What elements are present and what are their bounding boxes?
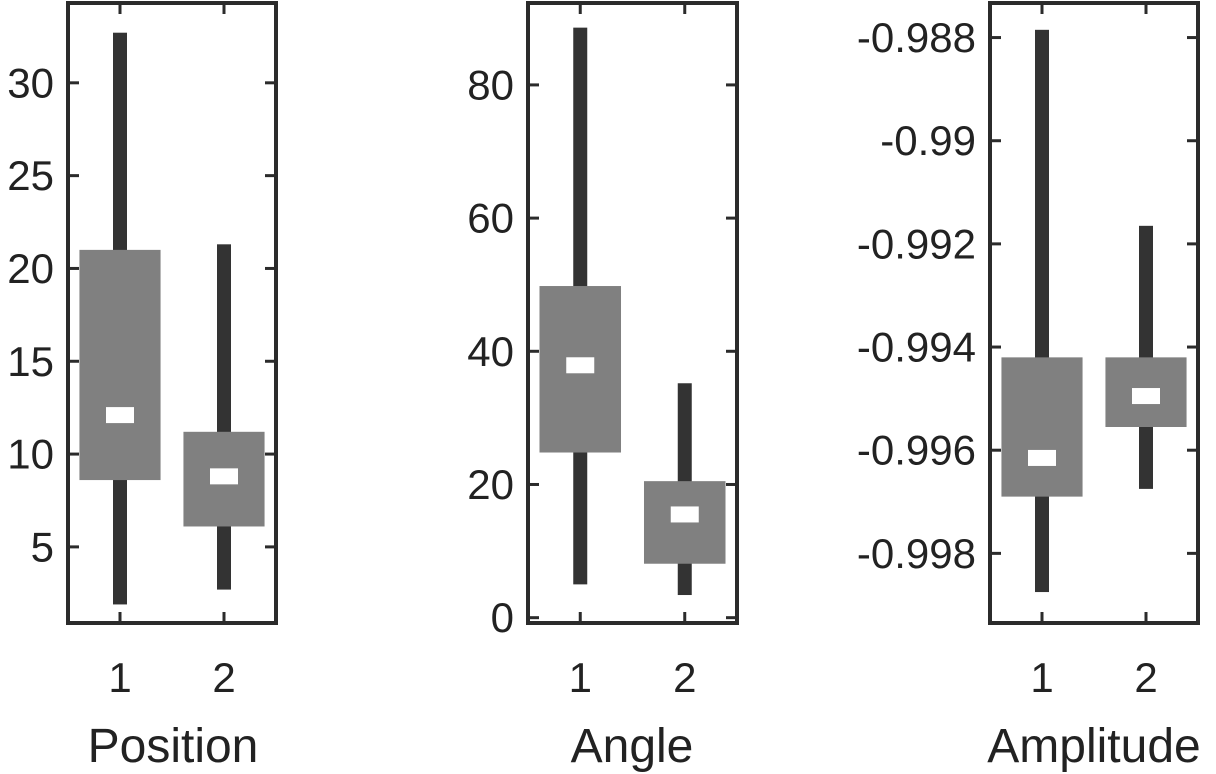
y-tick-label: 80	[467, 61, 514, 108]
amplitude-panel: -0.998 -0.996 -0.994 -0.992 -0.99 -0.988 1 2 Amp…	[857, 1, 1201, 773]
x-axis-label: Angle	[571, 720, 694, 773]
axes-frame	[988, 1, 1200, 625]
median-2	[1132, 388, 1160, 405]
x-tick-label: 2	[1134, 654, 1157, 701]
y-tick-label: -0.996	[857, 427, 976, 474]
y-tick-label: 10	[7, 431, 54, 478]
box-1	[79, 249, 161, 481]
x-axis-label: Amplitude	[987, 720, 1200, 773]
whisker-2	[1139, 225, 1153, 489]
whisker-1	[1035, 29, 1049, 593]
median-1	[566, 357, 595, 374]
y-tick-label: 25	[7, 152, 54, 199]
y-tick-label: 40	[467, 328, 514, 375]
y-tick-label: -0.992	[857, 220, 976, 267]
median-2	[670, 506, 699, 523]
y-tick-label: 15	[7, 338, 54, 385]
x-axis-label: Position	[88, 720, 259, 773]
x-tick-label: 2	[212, 654, 235, 701]
box-1	[1001, 357, 1083, 497]
median-1	[1028, 449, 1056, 466]
x-tick-label: 1	[1030, 654, 1053, 701]
y-tick-label: -0.99	[880, 117, 976, 164]
x-tick-label: 1	[569, 654, 592, 701]
y-tick-label: -0.994	[857, 324, 976, 371]
y-tick-label: 20	[7, 245, 54, 292]
median-2	[210, 468, 238, 485]
whisker-2	[217, 244, 231, 590]
angle-panel: 0 20 40 60 80 1 2 Angle	[467, 1, 739, 773]
position-panel: 5 10 15 20 25 30 1 2 Position	[7, 1, 278, 773]
axes-frame	[66, 1, 278, 625]
y-tick-label: 60	[467, 195, 514, 242]
axes-frame	[526, 1, 739, 625]
y-tick-label: -0.988	[857, 14, 976, 61]
y-tick-label: 20	[467, 461, 514, 508]
median-1	[106, 407, 134, 424]
y-tick-label: 0	[491, 594, 514, 641]
x-tick-label: 1	[108, 654, 131, 701]
y-tick-label: 30	[7, 59, 54, 106]
x-tick-label: 2	[673, 654, 696, 701]
y-tick-label: 5	[31, 523, 54, 570]
y-tick-label: -0.998	[857, 530, 976, 577]
